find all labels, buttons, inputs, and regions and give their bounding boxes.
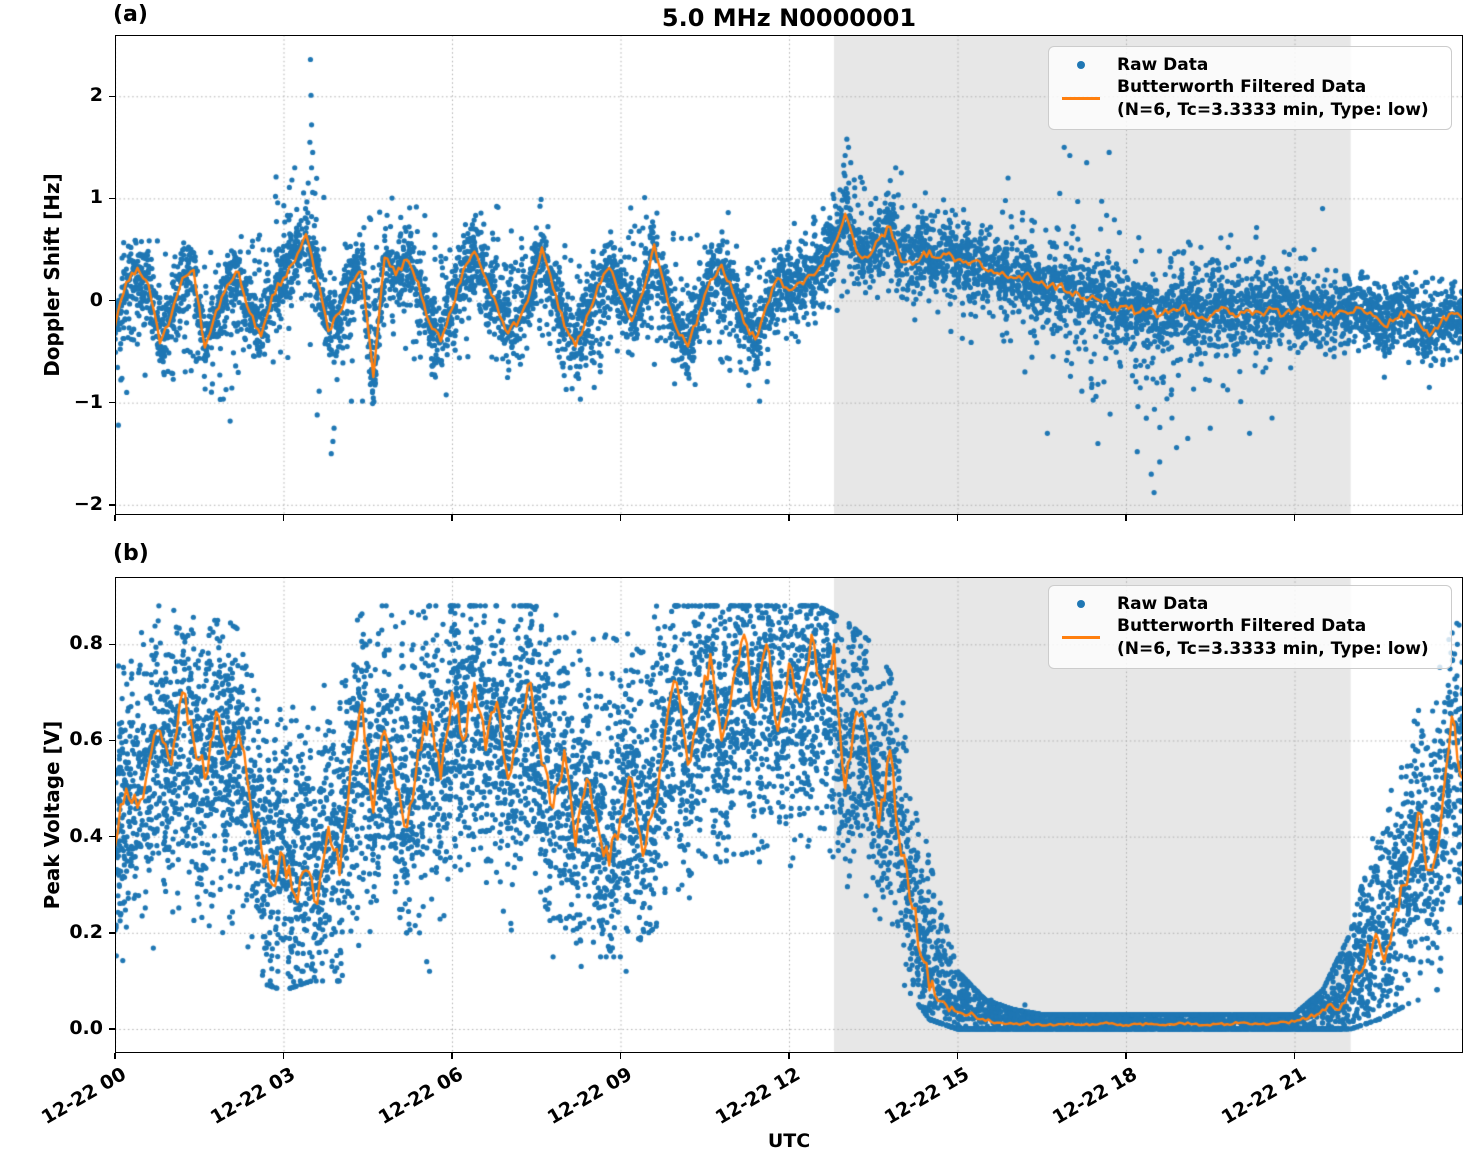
y-tick: [109, 402, 115, 404]
legend-entry-raw: Raw Data: [1059, 593, 1441, 615]
y-tick-label: 2: [89, 84, 103, 107]
legend-raw-label: Raw Data: [1117, 55, 1209, 75]
x-axis-label: UTC: [767, 1130, 811, 1152]
x-tick: [114, 515, 116, 521]
legend-filtered-label: Butterworth Filtered Data: [1117, 616, 1367, 637]
x-tick: [788, 515, 790, 521]
y-tick: [109, 504, 115, 506]
y-tick-label: −2: [73, 492, 103, 515]
y-tick-label: 0.2: [69, 920, 103, 943]
legend-b: Raw Data Butterworth Filtered Data (N=6,…: [1048, 585, 1452, 669]
x-tick: [282, 1053, 285, 1059]
y-tick: [109, 932, 115, 934]
x-tick: [1125, 1053, 1127, 1059]
legend-entry-filtered: Butterworth Filtered Data (N=6, Tc=3.333…: [1059, 76, 1441, 121]
legend-filtered-sublabel: (N=6, Tc=3.3333 min, Type: low): [1117, 99, 1429, 120]
panel-b-label: (b): [113, 541, 149, 566]
filtered-line-marker-icon: [1062, 636, 1100, 640]
y-tick: [109, 836, 115, 838]
legend-a: Raw Data Butterworth Filtered Data (N=6,…: [1048, 46, 1452, 130]
x-tick: [788, 1053, 790, 1059]
x-tick-label: 12-22 00: [37, 1063, 130, 1129]
y-tick-label: 0: [89, 288, 103, 311]
raw-data-marker-icon: [1077, 61, 1085, 70]
y-tick-label: 1: [89, 186, 103, 209]
x-tick: [451, 515, 453, 521]
x-tick: [619, 515, 622, 521]
y-tick: [109, 197, 115, 200]
y-tick: [109, 643, 115, 646]
y-tick-label: 0.8: [69, 632, 103, 655]
y-tick: [109, 739, 115, 742]
x-tick: [956, 515, 959, 521]
x-tick: [1293, 1053, 1296, 1059]
y-tick-label: 0.6: [69, 728, 103, 751]
y-tick: [109, 1028, 115, 1030]
filtered-line-marker-icon: [1062, 97, 1100, 101]
x-tick: [282, 515, 285, 521]
y-tick: [109, 95, 115, 98]
x-tick: [1125, 515, 1127, 521]
figure-title: 5.0 MHz N0000001: [661, 4, 917, 32]
x-tick: [1293, 515, 1296, 521]
legend-entry-raw: Raw Data: [1059, 54, 1441, 76]
legend-filtered-sublabel: (N=6, Tc=3.3333 min, Type: low): [1117, 638, 1429, 659]
y-tick-label: 0.4: [69, 824, 103, 847]
x-tick: [451, 1053, 453, 1059]
y-tick-label: −1: [73, 390, 103, 413]
panel-a-label: (a): [113, 2, 148, 27]
raw-data-marker-icon: [1077, 600, 1085, 609]
y-tick-label: 0.0: [69, 1016, 103, 1039]
y-tick: [109, 299, 115, 302]
x-tick: [956, 1053, 959, 1059]
x-tick: [114, 1053, 116, 1059]
legend-raw-label: Raw Data: [1117, 594, 1209, 614]
legend-filtered-label: Butterworth Filtered Data: [1117, 77, 1367, 98]
x-tick: [619, 1053, 622, 1059]
legend-entry-filtered: Butterworth Filtered Data (N=6, Tc=3.333…: [1059, 615, 1441, 660]
